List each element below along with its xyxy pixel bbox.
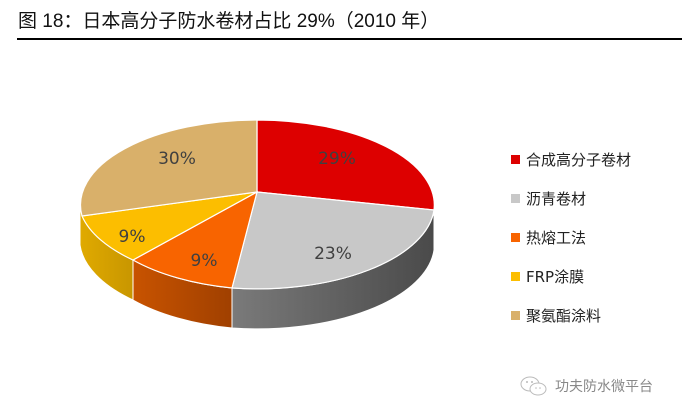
- legend-item: FRP涂膜: [511, 257, 631, 296]
- legend-item: 聚氨酯涂料: [511, 296, 631, 335]
- legend-label: 热熔工法: [526, 229, 587, 247]
- label-synthetic: 29%: [318, 149, 356, 169]
- slice-polyurethane[interactable]: [79, 119, 258, 217]
- chart-legend: 合成高分子卷材 沥青卷材 热熔工法 FRP涂膜 聚氨酯涂料: [511, 140, 631, 335]
- wechat-icon: [520, 376, 547, 396]
- legend-swatch: [511, 155, 520, 164]
- legend-label: 聚氨酯涂料: [526, 307, 602, 325]
- label-frp: 9%: [119, 227, 146, 247]
- label-asphalt: 23%: [314, 244, 352, 264]
- legend-label: FRP涂膜: [526, 268, 585, 286]
- legend-swatch: [511, 194, 520, 203]
- slice-hotmelt[interactable]: [131, 190, 258, 289]
- legend-item: 合成高分子卷材: [511, 140, 631, 179]
- legend-label: 沥青卷材: [526, 190, 587, 208]
- legend-item: 沥青卷材: [511, 179, 631, 218]
- legend-swatch: [511, 311, 520, 320]
- legend-swatch: [511, 233, 520, 242]
- figure-title: 图 18：日本高分子防水卷材占比 29%（2010 年）: [18, 11, 440, 32]
- legend-item: 热熔工法: [511, 218, 631, 257]
- watermark-text: 功夫防水微平台: [555, 379, 653, 395]
- legend-swatch: [511, 272, 520, 281]
- slice-frp[interactable]: [81, 191, 258, 261]
- slice-synthetic[interactable]: [256, 119, 435, 211]
- slice-asphalt[interactable]: [231, 191, 435, 290]
- title-rule: [17, 38, 682, 40]
- legend-label: 合成高分子卷材: [526, 151, 632, 169]
- label-hotmelt: 9%: [191, 251, 218, 271]
- label-polyurethane: 30%: [158, 149, 196, 169]
- watermark: 功夫防水微平台: [519, 375, 653, 397]
